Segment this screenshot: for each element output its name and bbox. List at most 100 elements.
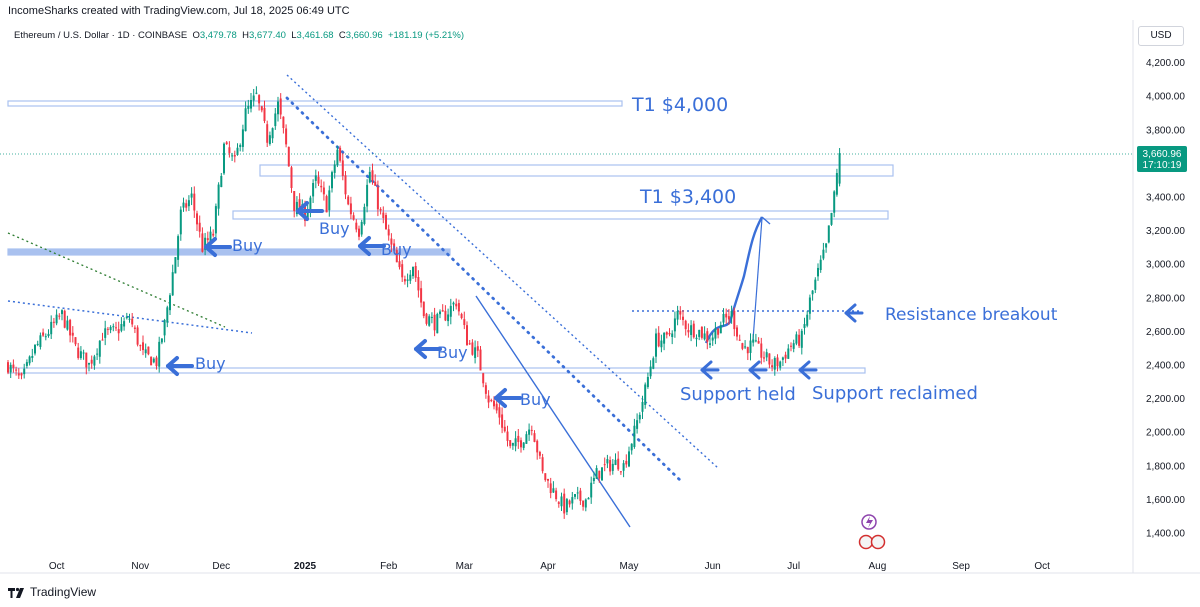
candle-body xyxy=(679,310,682,315)
candle-body xyxy=(220,175,223,188)
candle-body xyxy=(331,172,333,189)
candle-body xyxy=(479,349,482,371)
candle-body xyxy=(112,326,115,328)
candle-body xyxy=(190,193,193,198)
price-tick-label: 3,400.00 xyxy=(1146,193,1185,204)
candle-body xyxy=(150,356,153,366)
candle-body xyxy=(603,464,606,466)
candle-body xyxy=(385,214,387,230)
candle-body xyxy=(817,267,819,277)
time-tick-label: Dec xyxy=(212,561,230,572)
buy-label-6: Buy xyxy=(520,390,551,409)
candle-body xyxy=(592,477,595,482)
candle-body xyxy=(179,209,182,235)
candle-body xyxy=(341,160,344,176)
candle-body xyxy=(709,343,711,345)
candle-body xyxy=(606,459,609,464)
candle-body xyxy=(333,164,336,173)
candle-body xyxy=(428,316,431,326)
candle-body xyxy=(530,429,533,431)
candle-body xyxy=(711,337,714,341)
candle-body xyxy=(506,431,509,441)
candle-body xyxy=(131,318,134,325)
candle-body xyxy=(287,146,290,167)
currency-button[interactable]: USD xyxy=(1138,26,1184,46)
candle-body xyxy=(598,470,601,479)
candle-body xyxy=(187,200,190,207)
candle-body xyxy=(587,497,590,500)
candle-body xyxy=(266,124,269,143)
candle-body xyxy=(501,414,504,428)
candle-body xyxy=(260,106,263,111)
candle-body xyxy=(814,279,817,290)
candle-body xyxy=(133,327,136,329)
candle-body xyxy=(565,499,568,513)
candle-body xyxy=(722,313,725,323)
candle-body xyxy=(514,438,517,447)
event-icons xyxy=(858,514,886,550)
candle-body xyxy=(231,155,234,157)
candle-body xyxy=(665,332,668,335)
candle-body xyxy=(568,500,571,505)
candle-body xyxy=(779,361,782,368)
wedge-trendline xyxy=(475,295,631,528)
candle-body xyxy=(706,331,709,342)
candle-body xyxy=(212,233,215,236)
candle-body xyxy=(298,199,301,212)
candle-body xyxy=(773,358,776,370)
candle-body xyxy=(120,324,123,331)
candle-body xyxy=(757,340,760,344)
candle-body xyxy=(214,206,217,234)
low-label: L xyxy=(291,30,297,41)
candle-body xyxy=(85,352,88,368)
candle-body xyxy=(82,352,85,354)
symbol-title: Ethereum / U.S. Dollar · 1D · COINBASE xyxy=(14,30,188,41)
candle-body xyxy=(792,343,795,349)
candle-body xyxy=(760,343,763,358)
candle-body xyxy=(50,321,53,335)
candle-body xyxy=(314,175,317,181)
candle-body xyxy=(511,442,514,446)
candle-body xyxy=(182,202,185,208)
candle-body xyxy=(236,147,239,155)
candle-body xyxy=(536,440,539,453)
candle-body xyxy=(96,353,99,355)
candle-body xyxy=(144,349,147,354)
candle-body xyxy=(390,238,393,245)
candle-body xyxy=(166,307,169,323)
candle-body xyxy=(563,493,566,514)
candle-body xyxy=(833,191,836,213)
candle-body xyxy=(444,310,447,321)
candle-body xyxy=(808,297,811,314)
candle-body xyxy=(201,233,204,252)
candle-body xyxy=(349,203,352,215)
candle-body xyxy=(657,332,660,347)
candle-body xyxy=(28,356,31,364)
candle-body xyxy=(487,395,490,403)
candle-body xyxy=(77,347,80,358)
candle-body xyxy=(325,196,328,213)
candle-body xyxy=(309,197,312,211)
candle-body xyxy=(738,339,741,341)
candle-body xyxy=(533,433,536,442)
us-flag-event-icon-2 xyxy=(870,534,886,550)
candle-body xyxy=(544,473,547,481)
candle-body xyxy=(636,420,639,429)
candle-body xyxy=(74,337,77,345)
candle-body xyxy=(279,98,282,115)
footer-brand: TradingView xyxy=(8,585,96,599)
time-tick-label: Oct xyxy=(1034,561,1050,572)
candle-body xyxy=(9,364,12,373)
candle-body xyxy=(611,463,614,471)
candle-body xyxy=(79,351,82,359)
candle-body xyxy=(439,311,441,315)
candle-body xyxy=(185,203,188,208)
candle-body xyxy=(417,277,420,291)
candle-body xyxy=(63,310,66,328)
candle-body xyxy=(306,209,309,219)
candle-body xyxy=(803,324,806,328)
candle-body xyxy=(468,343,471,345)
price-tick-label: 3,000.00 xyxy=(1146,260,1185,271)
